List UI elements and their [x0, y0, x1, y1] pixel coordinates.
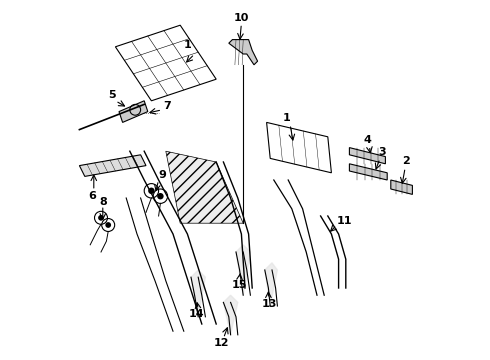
Text: 7: 7 [164, 101, 171, 111]
Text: 11: 11 [336, 216, 352, 226]
Text: 4: 4 [364, 135, 371, 145]
Polygon shape [119, 101, 148, 122]
Polygon shape [223, 295, 238, 335]
Circle shape [98, 215, 104, 221]
Text: 1: 1 [184, 40, 191, 50]
Circle shape [105, 222, 111, 228]
Circle shape [157, 193, 164, 199]
Text: 5: 5 [108, 90, 116, 100]
Text: 13: 13 [262, 299, 277, 309]
Text: 6: 6 [88, 191, 96, 201]
Polygon shape [349, 148, 386, 164]
Polygon shape [79, 155, 146, 176]
Text: 9: 9 [158, 170, 166, 180]
Text: 12: 12 [214, 338, 229, 348]
Text: 10: 10 [234, 13, 249, 23]
Text: 15: 15 [231, 280, 246, 291]
Text: 14: 14 [189, 309, 204, 319]
Polygon shape [265, 263, 277, 306]
Text: 2: 2 [402, 156, 410, 166]
Polygon shape [391, 180, 413, 194]
Polygon shape [349, 164, 387, 180]
Text: 1: 1 [283, 113, 290, 123]
Polygon shape [191, 270, 205, 317]
Text: 8: 8 [99, 197, 107, 207]
Polygon shape [236, 245, 250, 295]
Polygon shape [166, 151, 243, 223]
Text: 3: 3 [379, 147, 386, 157]
Polygon shape [229, 40, 258, 65]
Circle shape [148, 188, 155, 194]
